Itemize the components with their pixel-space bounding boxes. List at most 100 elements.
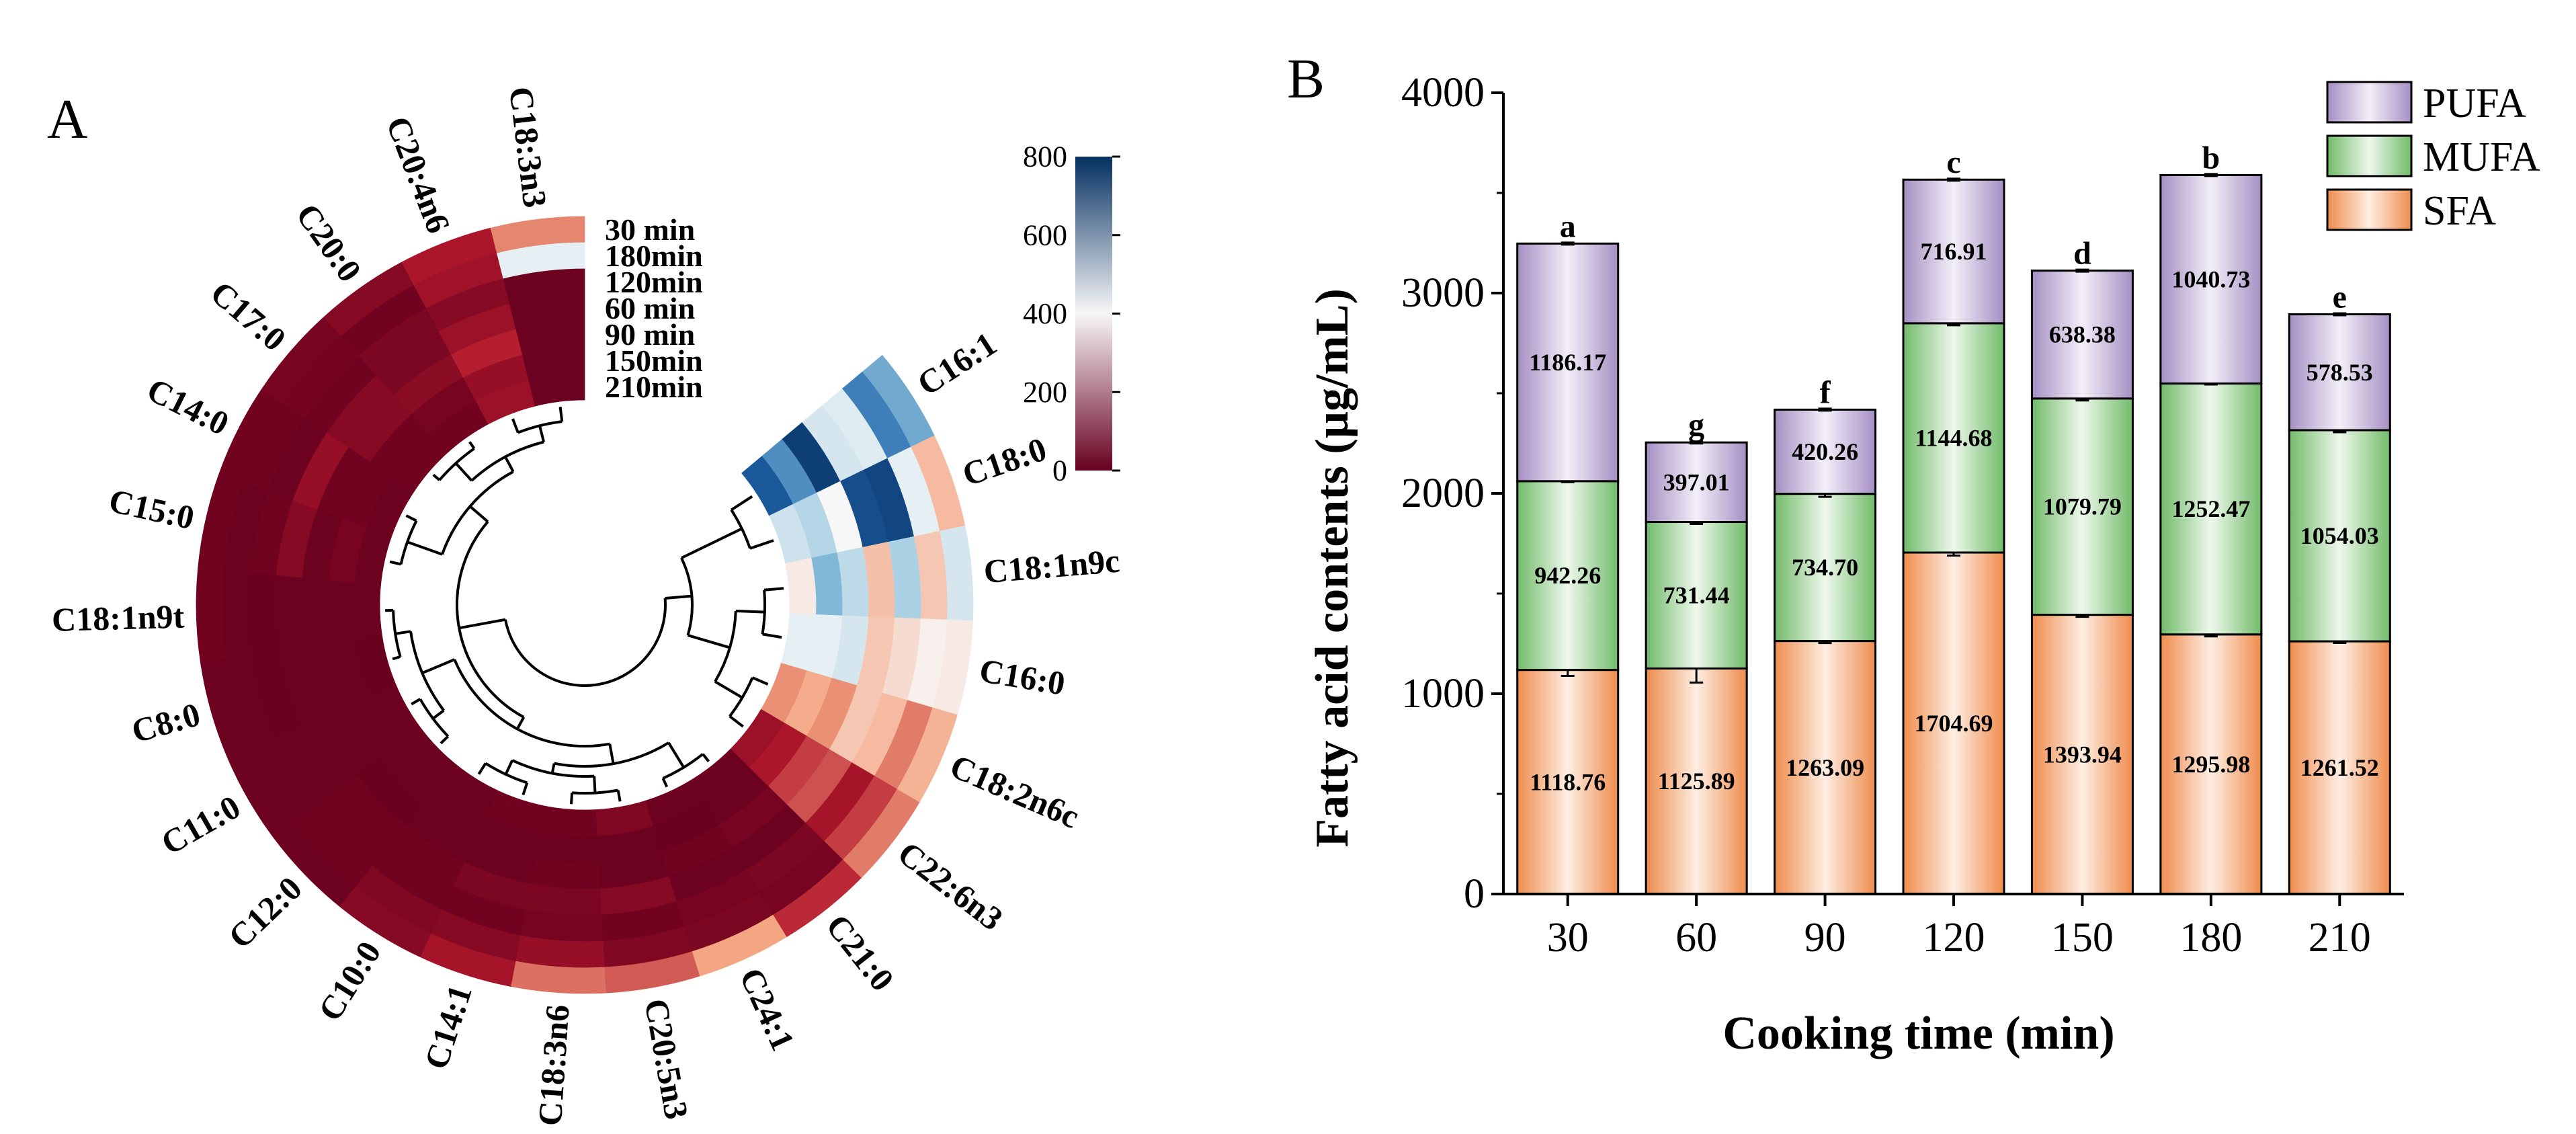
bars: 1118.76d942.26e1186.17a1125.89d731.44g39… xyxy=(1516,140,2391,895)
heatmap-cell xyxy=(353,582,382,641)
compound-label: C20:5n3 xyxy=(637,996,696,1123)
bar-segment-mufa xyxy=(1645,521,1748,670)
significance-letter: g xyxy=(1688,407,1704,443)
compound-label: C18:2n6c xyxy=(945,747,1085,836)
bar-segment-sfa xyxy=(2288,640,2391,895)
time-label: 180min xyxy=(605,239,703,273)
y-tick-label: 2000 xyxy=(1401,471,1485,516)
bar-segment-pufa xyxy=(1516,242,1620,483)
heatmap-cell xyxy=(741,456,793,516)
bar-value-label: 420.26 xyxy=(1792,438,1858,465)
colorbar-tick-label: 200 xyxy=(1023,376,1067,409)
bar-value-label: 731.44 xyxy=(1663,582,1730,609)
heatmap-cell xyxy=(327,580,357,644)
x-axis-title: Cooking time (min) xyxy=(1722,1008,2114,1059)
compound-label: C16:1 xyxy=(911,325,1003,403)
heatmap-cell xyxy=(274,575,305,652)
heatmap-cell xyxy=(540,806,598,837)
dendrogram-branch xyxy=(680,527,743,649)
panel-b-letter: B xyxy=(1287,48,1325,110)
bar-value-label: 1393.94 xyxy=(2043,741,2122,768)
bar-value-label: 397.01 xyxy=(1663,469,1730,495)
colorbar-tick-label: 400 xyxy=(1023,297,1067,330)
y-tick-label: 4000 xyxy=(1401,70,1485,116)
significance-letter: c xyxy=(1946,145,1960,180)
dendrogram-branch xyxy=(761,587,784,639)
bar-value-label: 1261.52 xyxy=(2300,754,2379,781)
bar-segment-mufa xyxy=(2030,397,2134,616)
time-label: 120min xyxy=(605,265,703,299)
compound-label: C18:3n6 xyxy=(531,1004,577,1127)
compound-label: C18:0 xyxy=(958,430,1051,493)
x-tick-label: 180 xyxy=(2179,915,2242,961)
significance-letter: d xyxy=(2073,236,2091,272)
colorbar-gradient xyxy=(1075,157,1112,471)
bar-value-label: 1263.09 xyxy=(1786,754,1864,781)
bar-segment-mufa xyxy=(2288,429,2391,643)
error-bar xyxy=(2204,173,2218,177)
bar-segment-mufa xyxy=(2159,382,2263,636)
error-bar xyxy=(1561,241,1575,246)
time-label: 60 min xyxy=(605,291,695,325)
heatmap-cell xyxy=(248,573,279,656)
bar-segment-sfa xyxy=(2159,633,2263,895)
y-tick-label: 0 xyxy=(1464,871,1485,917)
bar-value-label: 1186.17 xyxy=(1529,349,1606,376)
legend: PUFA MUFA SFA xyxy=(2326,81,2540,234)
bar-segment-pufa xyxy=(1902,178,2005,325)
bar-value-label: 1295.98 xyxy=(2171,751,2250,778)
bar-value-label: 716.91 xyxy=(1921,238,1987,265)
compound-label: C16:0 xyxy=(977,651,1068,702)
compound-label: C11:0 xyxy=(155,788,246,862)
x-tick-label: 30 xyxy=(1547,915,1589,961)
x-tick-label: 60 xyxy=(1675,915,1717,961)
heatmap-cell xyxy=(785,557,817,615)
bar-value-label: 942.26 xyxy=(1534,562,1601,589)
bar-segment-sfa xyxy=(1902,551,2005,895)
error-bar xyxy=(2075,268,2089,273)
legend-swatch-sfa xyxy=(2326,188,2413,231)
heatmap-cell xyxy=(528,373,585,407)
dendrogram-branch xyxy=(550,741,685,774)
dendrogram xyxy=(385,406,784,805)
significance-letter: f xyxy=(1820,374,1831,410)
colorbar: 0 200 400 600 800 xyxy=(1023,140,1120,487)
significance-letter: a xyxy=(1560,208,1576,244)
y-tick-label: 1000 xyxy=(1401,671,1485,717)
axes: 0 1000 2000 3000 4000 30 60 90 120 150 180 210 xyxy=(1401,70,2404,961)
bar-value-label: 1144.68 xyxy=(1915,424,1992,451)
bar-segment-mufa xyxy=(1902,322,2005,554)
bar-segment-sfa xyxy=(1774,640,1877,895)
bar-value-label: 1252.47 xyxy=(2171,495,2250,522)
bar-segment-sfa xyxy=(1645,667,1748,895)
bar-value-label: 1040.73 xyxy=(2171,266,2250,292)
bar-segment-pufa xyxy=(1645,441,1748,524)
compound-label: C20:4n6 xyxy=(379,112,458,239)
bar-value-label: 1125.89 xyxy=(1658,768,1735,795)
bar-segment-mufa xyxy=(1516,480,1620,672)
time-label: 150min xyxy=(605,343,703,378)
colorbar-tick-label: 800 xyxy=(1023,140,1067,173)
colorbar-tick-label: 600 xyxy=(1023,218,1067,251)
legend-swatch-pufa xyxy=(2326,81,2413,124)
significance-letter: e xyxy=(2333,280,2347,315)
heatmap-cell xyxy=(536,832,599,863)
x-tick-label: 120 xyxy=(1923,915,1985,961)
compound-label: C18:1n9t xyxy=(51,598,185,639)
error-bar xyxy=(1690,440,1704,445)
time-label: 30 min xyxy=(605,212,695,247)
error-bar xyxy=(1818,407,1832,412)
heatmap-cell xyxy=(222,570,253,660)
compound-label: C15:0 xyxy=(106,481,198,536)
compound-label: C21:0 xyxy=(819,907,901,998)
compound-label: C10:0 xyxy=(310,934,388,1027)
error-bar xyxy=(2333,312,2347,317)
dendrogram-branch xyxy=(458,594,692,687)
significance-letter: b xyxy=(2202,140,2220,175)
heatmap-cells xyxy=(196,216,974,994)
compound-label: C18:1n9c xyxy=(983,542,1122,591)
time-label: 210min xyxy=(605,370,703,404)
